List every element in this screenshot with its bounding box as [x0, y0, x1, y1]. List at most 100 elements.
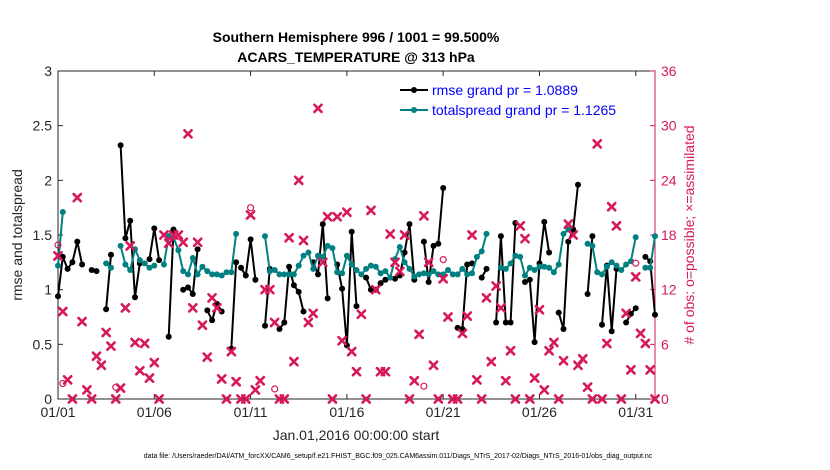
obs-assimilated-stroke: [366, 205, 376, 216]
obs-assimilated-stroke: [524, 394, 535, 404]
obs-possible-marker: [54, 241, 62, 249]
rmse-point: [93, 268, 100, 275]
obs-assimilated-stroke: [601, 338, 612, 349]
obs-assimilated-stroke: [491, 281, 502, 291]
obs-assimilated-stroke: [476, 394, 487, 404]
x-tick-label: 01/31: [618, 404, 653, 420]
totalspread-point: [146, 264, 153, 271]
totalspread-point: [647, 264, 654, 271]
obs-assimilated-marker: [187, 302, 198, 313]
obs-assimilated-stroke: [630, 272, 641, 282]
obs-assimilated-marker: [645, 364, 656, 375]
obs-assimilated-stroke: [178, 237, 189, 248]
x-tick-label: 01/16: [329, 404, 364, 420]
obs-assimilated-stroke: [544, 345, 554, 356]
obs-assimilated-stroke: [91, 351, 102, 362]
legend-entry-rmse: rmse grand pr = 1.0889: [432, 82, 578, 98]
obs-assimilated-stroke: [81, 384, 92, 395]
obs-assimilated-marker: [361, 394, 372, 404]
obs-assimilated-stroke: [399, 230, 410, 240]
obs-assimilated-marker: [419, 210, 429, 221]
obs-assimilated-stroke: [159, 230, 169, 240]
obs-assimilated-marker: [245, 210, 256, 220]
obs-assimilated-stroke: [520, 233, 530, 244]
obs-assimilated-marker: [534, 304, 545, 315]
obs-assimilated-stroke: [462, 311, 473, 321]
obs-assimilated-marker: [226, 346, 237, 357]
totalspread-point: [396, 244, 403, 250]
obs-assimilated-stroke: [207, 292, 217, 303]
rmse-point: [185, 284, 191, 291]
obs-assimilated-marker: [577, 354, 588, 364]
obs-assimilated-marker: [149, 357, 160, 368]
obs-assimilated-marker: [231, 376, 242, 387]
obs-assimilated-stroke: [264, 284, 275, 295]
obs-assimilated-stroke: [563, 219, 574, 229]
totalspread-point: [522, 272, 528, 279]
obs-assimilated-marker: [53, 251, 63, 261]
totalspread-point: [652, 233, 658, 240]
obs-assimilated-marker: [635, 328, 646, 339]
obs-assimilated-marker: [337, 335, 347, 346]
rmse-point: [608, 328, 615, 335]
y-axis-label-left: rmse and totalspread: [9, 169, 25, 301]
obs-assimilated-marker: [380, 366, 391, 377]
totalspread-point: [276, 271, 283, 278]
obs-assimilated-stroke: [380, 366, 391, 377]
totalspread-point: [469, 270, 475, 277]
obs-assimilated-stroke: [481, 292, 492, 303]
obs-assimilated-marker: [548, 337, 559, 348]
obs-assimilated-marker: [303, 317, 314, 328]
rmse-point: [117, 142, 124, 149]
obs-assimilated-marker: [553, 394, 564, 404]
rmse-point: [623, 319, 630, 326]
y-right-tick-label: 30: [661, 118, 677, 134]
rmse-point: [79, 261, 86, 268]
obs-possible-marker: [420, 382, 428, 390]
obs-assimilated-marker: [496, 302, 506, 313]
totalspread-point: [189, 255, 196, 261]
rmse-point: [252, 276, 259, 283]
totalspread-point: [286, 271, 293, 278]
obs-assimilated-stroke: [250, 384, 261, 395]
obs-assimilated-stroke: [640, 338, 651, 349]
obs-assimilated-marker: [293, 175, 304, 186]
totalspread-point: [411, 273, 418, 280]
obs-assimilated-marker: [515, 220, 526, 231]
totalspread-point: [319, 253, 326, 260]
obs-assimilated-stroke: [443, 312, 453, 322]
obs-assimilated-marker: [457, 328, 468, 339]
totalspread-point: [334, 269, 341, 276]
obs-assimilated-stroke: [428, 360, 439, 371]
rmse-point: [531, 339, 538, 346]
obs-assimilated-marker: [587, 394, 598, 404]
rmse-point: [406, 221, 413, 228]
obs-assimilated-marker: [202, 352, 213, 362]
obs-assimilated-stroke: [419, 210, 429, 221]
rmse-point: [348, 228, 355, 235]
legend: rmse grand pr = 1.0889 totalspread grand…: [398, 78, 652, 122]
totalspread-point: [266, 268, 273, 275]
obs-assimilated-stroke: [452, 394, 463, 404]
obs-assimilated-marker: [443, 312, 453, 322]
totalspread-point: [218, 272, 225, 279]
obs-assimilated-stroke: [650, 394, 660, 404]
totalspread-point: [623, 261, 630, 268]
obs-assimilated-marker: [101, 327, 112, 338]
totalspread-point: [160, 261, 167, 268]
obs-possible-marker: [247, 204, 255, 212]
rmse-point: [377, 280, 384, 287]
rmse-point: [324, 295, 331, 302]
y-left-tick-label: 1: [44, 282, 52, 298]
totalspread-point: [449, 271, 456, 278]
totalspread-point: [271, 267, 278, 273]
totalspread-point: [194, 271, 201, 278]
rmse-point: [189, 291, 196, 297]
totalspread-point: [290, 271, 297, 278]
obs-assimilated-marker: [134, 365, 145, 376]
totalspread-point: [295, 262, 302, 269]
obs-assimilated-marker: [394, 266, 405, 277]
obs-assimilated-stroke: [457, 328, 468, 339]
totalspread-point: [497, 264, 504, 271]
obs-assimilated-stroke: [597, 394, 607, 404]
